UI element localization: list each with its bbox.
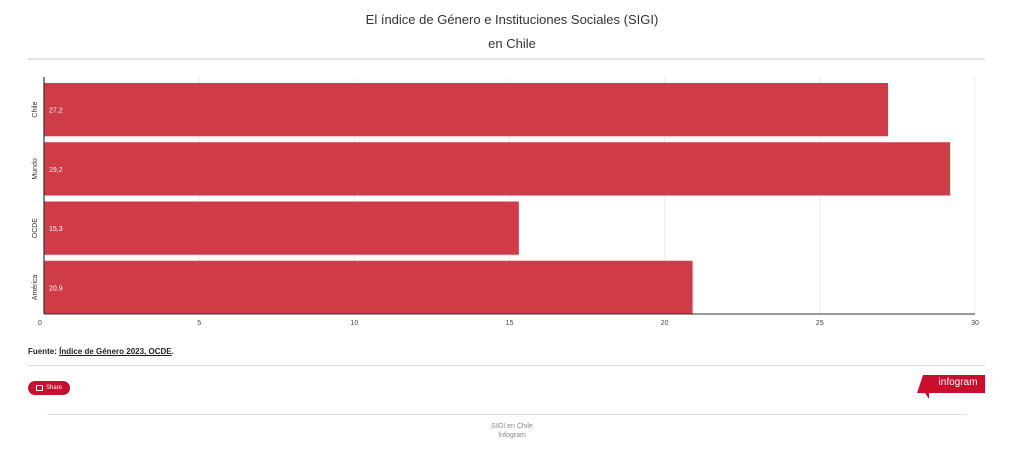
section-divider xyxy=(28,365,985,366)
data-label: 27,2 xyxy=(49,108,63,115)
category-label: América xyxy=(32,274,39,300)
data-label: 20,9 xyxy=(49,285,63,292)
source-prefix: Fuente: xyxy=(28,347,60,356)
source-link[interactable]: Índice de Género 2023, OCDE xyxy=(59,347,172,356)
share-label: Share xyxy=(45,385,62,391)
title-divider xyxy=(28,58,985,60)
category-label: Chile xyxy=(32,102,39,118)
bar xyxy=(44,142,951,196)
chart-subtitle: en Chile xyxy=(488,36,536,51)
bar xyxy=(44,260,693,314)
x-tick-label: 10 xyxy=(350,320,358,327)
infogram-logo-text: infogram xyxy=(938,377,978,388)
data-label: 15,3 xyxy=(49,226,63,233)
footer-title: SIGI en Chile xyxy=(491,423,533,430)
share-icon xyxy=(35,385,43,391)
bar xyxy=(44,201,519,255)
share-button[interactable]: Share xyxy=(28,381,70,395)
bar-chart: 0 5 10 15 20 25 30 27,2 Chile 29,2 Mundo 15,3 OCDE 20… xyxy=(32,77,979,327)
x-tick-label: 30 xyxy=(971,320,979,327)
footer-credit: Infogram xyxy=(498,432,526,439)
category-label: OCDE xyxy=(32,218,39,239)
data-label: 29,2 xyxy=(49,167,63,174)
source-note: Fuente: Índice de Género 2023, OCDE. xyxy=(28,347,174,356)
category-label: Mundo xyxy=(32,158,39,180)
x-tick-label: 0 xyxy=(38,320,42,327)
x-tick-label: 15 xyxy=(506,320,514,327)
x-tick-label: 5 xyxy=(197,320,201,327)
footer-divider xyxy=(47,414,967,415)
source-suffix: . xyxy=(171,347,174,356)
chart-title: El índice de Género e Instituciones Soci… xyxy=(365,12,659,27)
infogram-logo-icon[interactable] xyxy=(917,375,985,401)
x-tick-label: 25 xyxy=(816,320,824,327)
x-tick-label: 20 xyxy=(661,320,669,327)
bar xyxy=(44,83,889,137)
